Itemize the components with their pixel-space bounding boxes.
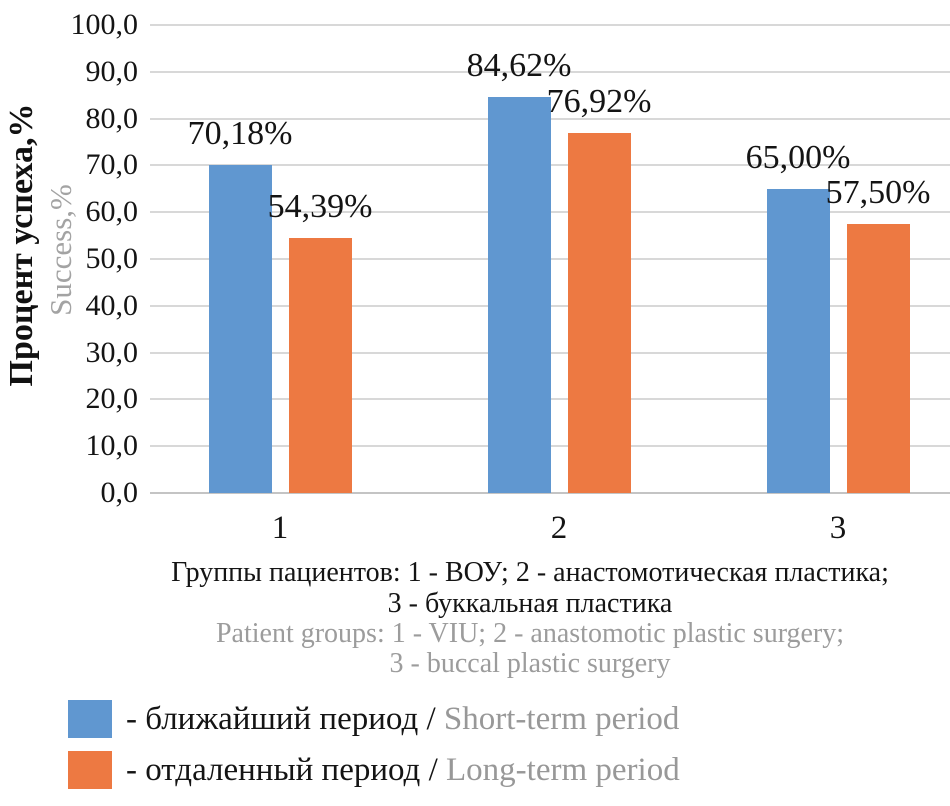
- y-tick-label: 10,0: [85, 429, 139, 463]
- caption-english-line2: 3 - buccal plastic surgery: [389, 648, 671, 679]
- legend-label-short-term-en: Short-term period: [443, 701, 680, 737]
- legend-swatch-short-term-icon: [68, 700, 112, 738]
- bar-long-term-group-1: [288, 238, 352, 493]
- gridline: [150, 24, 950, 26]
- caption-russian-line2: 3 - буккальная пластика: [387, 588, 673, 619]
- data-label: 76,92%: [546, 83, 652, 120]
- bar-short-term-group-1: [208, 164, 272, 493]
- y-tick-label: 90,0: [85, 54, 139, 88]
- y-tick-label: 30,0: [85, 335, 139, 369]
- data-label: 57,50%: [825, 173, 931, 211]
- data-label: 65,00%: [745, 138, 851, 176]
- y-tick-label: 20,0: [85, 382, 139, 416]
- legend-item-long-term: - отдаленный период / Long-term period: [68, 751, 680, 789]
- legend-label-long-term-ru: - отдаленный период /: [126, 752, 447, 788]
- gridline: [150, 70, 950, 73]
- legend-label-short-term-ru: - ближайший период /: [126, 701, 444, 737]
- caption-english-line1: Patient groups: 1 - VIU; 2 - anastomotic…: [215, 618, 845, 649]
- bar-long-term-group-3: [846, 223, 910, 493]
- bar-short-term-group-2: [487, 96, 551, 493]
- y-tick-label: 50,0: [85, 242, 139, 275]
- x-tick-label: 2: [550, 510, 568, 546]
- legend-label-short-term: - ближайший период / Short-term period: [126, 700, 679, 738]
- data-label: 70,18%: [187, 114, 293, 152]
- caption-russian-line1: Группы пациентов: 1 - ВОУ; 2 - анастомот…: [171, 557, 889, 588]
- x-tick-label: 3: [829, 510, 847, 546]
- y-tick-label: 100,0: [70, 8, 139, 41]
- plot-area: 70,18% 84,62% 65,00% 54,39% 76,92% 57,50%: [150, 24, 950, 494]
- y-tick-label: 80,0: [85, 101, 139, 135]
- y-tick-label: 40,0: [85, 288, 139, 322]
- legend-label-long-term-en: Long-term period: [446, 752, 680, 788]
- legend-item-short-term: - ближайший период / Short-term period: [68, 700, 680, 738]
- y-tick-label: 70,0: [85, 148, 139, 182]
- y-tick-label: 60,0: [85, 195, 139, 229]
- data-label: 54,39%: [267, 188, 373, 226]
- y-axis-title-russian: Процент успеха,%: [3, 103, 40, 387]
- y-tick-label: 0,0: [100, 476, 139, 509]
- x-axis-caption: Группы пациентов: 1 - ВОУ; 2 - анастомот…: [110, 557, 950, 679]
- data-label: 84,62%: [466, 46, 572, 84]
- bar-short-term-group-3: [766, 188, 830, 493]
- bar-long-term-group-2: [567, 133, 631, 493]
- legend-label-long-term: - отдаленный период / Long-term period: [126, 751, 680, 789]
- x-axis-line: [150, 492, 950, 494]
- legend-swatch-long-term-icon: [68, 751, 112, 789]
- legend: - ближайший период / Short-term period -…: [68, 700, 680, 802]
- x-tick-label: 1: [271, 510, 289, 546]
